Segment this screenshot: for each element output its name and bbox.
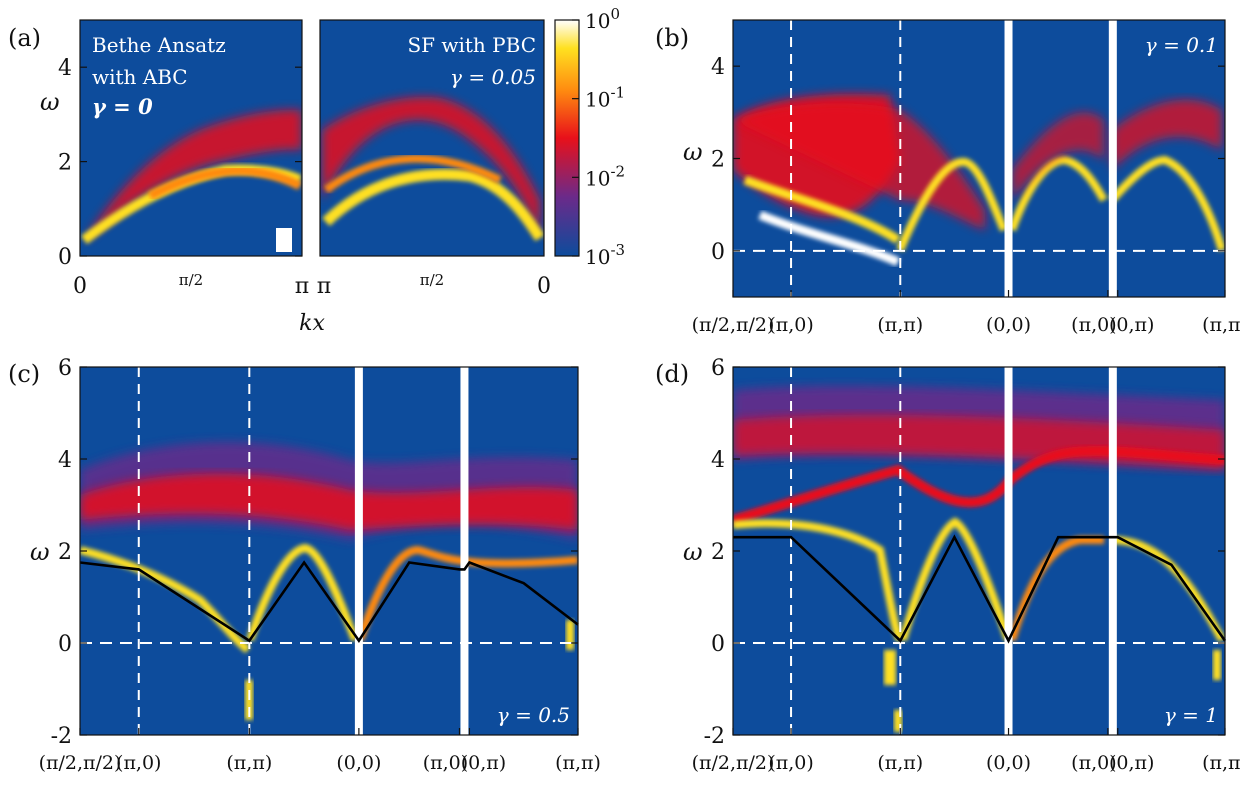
panel-a-xtick-0-r: 0	[537, 274, 551, 299]
panel-d-dispersion-line	[733, 534, 1227, 644]
panel-c-separator	[460, 367, 469, 735]
colorbar-ticks: 10-3 10-2 10-1 100	[572, 5, 625, 269]
panel-d-xticks: (π/2,π/2)(π,0)(π,π)(0,0)(π,0)(0,π)(π,π)	[692, 728, 1240, 774]
panel-c-ylabel: ω	[30, 538, 50, 566]
panel-b-yticks: 0 2 4	[711, 55, 1225, 265]
panel-d-separator	[1108, 367, 1117, 735]
panel-a-left-text-2: with ABC	[92, 65, 188, 89]
panel-b-xtick-label: (π,π)	[877, 314, 923, 336]
panel-d-tag: (d)	[655, 360, 689, 388]
panel-d-xtick-label: (π/2,π/2)	[692, 752, 775, 774]
panel-a-tag: (a)	[8, 24, 41, 52]
panel-b-xtick-label: (π,π)	[1202, 314, 1240, 336]
panel-a-right-heatmap	[322, 96, 544, 242]
panel-b-separator	[1108, 20, 1117, 297]
panel-a-right-gamma: γ = 0.05	[450, 65, 536, 89]
panel-a-xlabel: kx	[299, 311, 325, 336]
colorbar-tick-label: 10-2	[585, 162, 625, 190]
panel-c-yticks: -2 0 2 4 6	[51, 356, 578, 749]
panel-d-ytick-label: 2	[711, 540, 725, 565]
panel-b-xtick-label: (0,π)	[1109, 314, 1154, 336]
panel-a-xtick-pi2: π/2	[179, 271, 203, 289]
panel-b: (b) ω γ = 0.1 024 (π/2,π/2)(π,0) (π,π) (0,…	[655, 19, 1240, 336]
panel-c-ytick-label: 2	[58, 540, 72, 565]
panel-c-xtick-label: (π/2,π/2)	[39, 752, 122, 774]
panel-b-ytick-label: 2	[711, 148, 725, 173]
panel-a-xtick-0: 0	[73, 274, 87, 299]
panel-b-gamma: γ = 0.1	[1145, 33, 1218, 57]
panel-d-yticks: -2 0 2 4 6	[704, 356, 1225, 749]
panel-a-yticks: 0 2 4	[58, 56, 302, 270]
panel-d-xtick-label: (0,0)	[986, 752, 1031, 774]
panel-b-xtick-label: (π/2,π/2)	[692, 314, 775, 336]
panel-a-left-text-1: Bethe Ansatz	[92, 33, 226, 57]
panel-d-xtick-label: (π,π)	[877, 752, 923, 774]
panel-a-ytick-label: 4	[58, 56, 72, 81]
panel-a-xtick-pi2-r: π/2	[420, 271, 444, 289]
panel-b-separator	[1004, 20, 1013, 297]
panel-a: (a) ω Bethe Ansatz with ABC γ = 0 SF wit…	[8, 5, 625, 336]
panel-c-ytick-label: -2	[51, 724, 72, 749]
colorbar-tick-label: 10-1	[585, 84, 625, 112]
panel-b-xtick-label: (π,0)	[1071, 314, 1116, 336]
panel-a-xtick-pi-r: π	[317, 274, 331, 299]
panel-d-xtick-label: (π,0)	[1071, 752, 1116, 774]
panel-c-ytick-label: 0	[58, 632, 72, 657]
panel-c-guides	[80, 367, 578, 735]
panel-a-left-gamma: γ = 0	[92, 94, 153, 119]
panel-a-xtick-pi: π	[295, 274, 309, 299]
panel-c-xticks: (π/2,π/2)(π,0) (π,π) (0,0) (π,0)(0,π) (π,π)	[39, 728, 601, 774]
panel-a-ytick-label: 0	[58, 245, 72, 270]
panel-a-right-frame	[319, 19, 545, 257]
panel-c-ytick-label: 4	[58, 448, 72, 473]
panel-a-ylabel: ω	[40, 88, 60, 116]
panel-d-ytick-label: 6	[711, 356, 725, 381]
panel-b-heatmap	[733, 93, 1225, 267]
panel-d-ylabel: ω	[683, 538, 703, 566]
colorbar-tick-label: 10-3	[585, 241, 625, 269]
panel-b-ytick-label: 0	[711, 240, 725, 265]
panel-a-peak-cell	[276, 228, 292, 252]
panel-d-guides	[733, 367, 1225, 735]
panel-d-gamma: γ = 1	[1164, 703, 1218, 727]
panel-d-xtick-label: (π,0)	[768, 752, 813, 774]
panel-d-ytick-label: 4	[711, 448, 725, 473]
panel-d-xtick-label: (0,π)	[1109, 752, 1154, 774]
panel-c-dispersion-line	[79, 560, 579, 644]
panel-a-left-frame	[79, 19, 303, 257]
panel-c-xtick-label: (π,π)	[226, 752, 272, 774]
panel-c-xtick-label: (π,0)	[423, 752, 468, 774]
panel-c-xtick-label: (0,0)	[336, 752, 381, 774]
panel-d-separator	[1004, 367, 1013, 735]
panel-c-xtick-label: (π,π)	[555, 752, 601, 774]
panel-d-ytick-label: -2	[704, 724, 725, 749]
panel-d-ytick-label: 0	[711, 632, 725, 657]
panel-c-gamma: γ = 0.5	[497, 703, 570, 727]
panel-b-tag: (b)	[655, 24, 689, 52]
colorbar	[554, 19, 580, 257]
panel-b-xticks: (π/2,π/2)(π,0)(π,π)(0,0)(π,0)(0,π)(π,π)	[692, 290, 1240, 336]
panel-c-tag: (c)	[8, 360, 40, 388]
panel-c-xtick-label: (π,0)	[116, 752, 161, 774]
panel-b-xtick-label: (π,0)	[768, 314, 813, 336]
panel-c-ytick-label: 6	[58, 356, 72, 381]
panel-d-xtick-label: (π,π)	[1202, 752, 1240, 774]
panel-b-ytick-label: 4	[711, 55, 725, 80]
panel-a-right-text: SF with PBC	[407, 33, 536, 57]
panel-c-separator	[354, 367, 363, 735]
panel-c-heatmap	[80, 441, 578, 720]
colorbar-tick-label: 100	[585, 5, 620, 33]
panel-a-ytick-label: 2	[58, 151, 72, 176]
panel-c-plot-area	[80, 367, 578, 735]
panel-b-guides	[733, 20, 1225, 297]
panel-b-ylabel: ω	[683, 138, 703, 166]
panel-b-xtick-label: (0,0)	[986, 314, 1031, 336]
panel-a-left-heatmap	[80, 109, 302, 252]
panel-c-xtick-label: (0,π)	[461, 752, 506, 774]
